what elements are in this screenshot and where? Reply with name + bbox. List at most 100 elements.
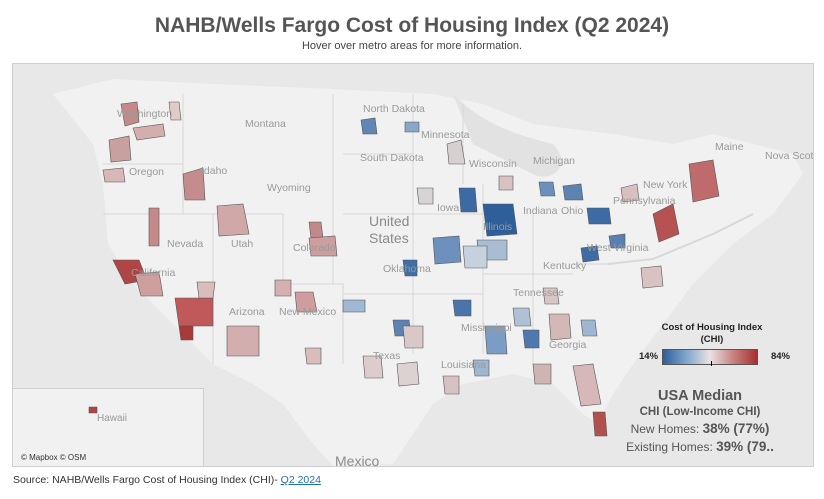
metro-omaha[interactable]: [432, 235, 462, 265]
metro-areas[interactable]: [102, 101, 720, 437]
metro-minneapolis[interactable]: [446, 139, 466, 165]
metro-baton-rouge[interactable]: [472, 359, 490, 377]
metro-san-diego[interactable]: [178, 325, 194, 341]
legend-scale: 14% 84%: [636, 349, 790, 366]
hawaii-label: Hawaii: [97, 413, 128, 424]
metro-seattle[interactable]: [120, 101, 140, 127]
metro-augusta[interactable]: [580, 319, 598, 337]
metro-atlanta[interactable]: [548, 313, 572, 341]
state-label-indiana: Indiana: [523, 205, 558, 217]
state-label-colorado: Colorado: [293, 242, 336, 254]
state-label-louisiana: Louisiana: [441, 359, 486, 371]
metro-boulder[interactable]: [308, 221, 324, 239]
metro-cleveland[interactable]: [562, 183, 584, 201]
metro-yakima[interactable]: [132, 123, 166, 141]
metro-raleigh[interactable]: [640, 265, 664, 289]
metro-austin[interactable]: [396, 361, 420, 387]
metro-sioux-falls[interactable]: [416, 187, 434, 205]
median-title: USA Median: [657, 388, 743, 404]
metro-flagstaff[interactable]: [274, 279, 292, 297]
metro-miami[interactable]: [592, 411, 608, 437]
state-label-oregon: Oregon: [129, 166, 164, 178]
metro-tulsa[interactable]: [452, 299, 472, 317]
median-new-value: 38% (77%): [702, 421, 770, 436]
metro-montgomery[interactable]: [522, 329, 540, 349]
country-label-mexico: Mexico: [335, 453, 380, 466]
state-label-wyoming: Wyoming: [267, 182, 311, 194]
metro-el-paso[interactable]: [304, 347, 322, 365]
state-label-west-virginia: West Virginia: [587, 242, 649, 254]
metro-spokane[interactable]: [168, 101, 182, 121]
state-label-oklahoma: Oklahoma: [383, 263, 431, 275]
metro-eugene[interactable]: [102, 167, 126, 183]
source-link[interactable]: Q2 2024: [280, 474, 321, 486]
metro-boston[interactable]: [688, 159, 720, 203]
page-subtitle: Hover over metro areas for more informat…: [301, 40, 523, 52]
metro-jackson[interactable]: [484, 325, 508, 355]
state-label-georgia: Georgia: [549, 339, 587, 351]
state-label-tennessee: Tennessee: [513, 287, 564, 299]
state-label-minnesota: Minnesota: [421, 129, 470, 141]
state-label-washington: Washington: [117, 108, 172, 120]
median-existing-homes: Existing Homes: 39% (79..: [612, 439, 788, 454]
metro-new-york[interactable]: [652, 203, 680, 243]
metro-honolulu[interactable]: [88, 406, 98, 414]
metro-tallahassee[interactable]: [532, 363, 552, 385]
map-view[interactable]: Washington Montana North Dakota Minnesot…: [12, 63, 814, 467]
metro-boise[interactable]: [182, 167, 206, 201]
metro-springfield[interactable]: [462, 245, 488, 269]
legend-color-bar: [662, 349, 758, 366]
source-text: Source: NAHB/Wells Fargo Cost of Housing…: [13, 474, 281, 486]
metro-orlando[interactable]: [572, 363, 602, 407]
metro-syracuse[interactable]: [620, 183, 640, 203]
metro-amarillo[interactable]: [342, 299, 366, 313]
metro-des-moines[interactable]: [458, 187, 478, 213]
metro-denver[interactable]: [308, 235, 338, 257]
metro-portland[interactable]: [108, 135, 132, 163]
country-label-united: United: [369, 213, 409, 229]
metro-los-angeles[interactable]: [174, 297, 214, 327]
state-label-nevada: Nevada: [167, 238, 203, 250]
state-label-michigan: Michigan: [533, 155, 575, 167]
legend-max-label: 84%: [770, 351, 790, 362]
metro-san-antonio[interactable]: [362, 355, 384, 379]
metro-salt-lake[interactable]: [216, 203, 250, 237]
hawaii-inset[interactable]: Hawaii © Mapbox © OSM: [13, 388, 204, 466]
metro-cedar-rapids[interactable]: [482, 203, 518, 237]
metro-fargo[interactable]: [404, 121, 420, 133]
state-label-ohio: Ohio: [561, 205, 583, 217]
legend-median-tick: [711, 361, 712, 366]
median-existing-label: Existing Homes:: [626, 440, 713, 454]
metro-fresno[interactable]: [134, 271, 164, 297]
metro-pittsburgh[interactable]: [586, 207, 612, 225]
state-label-california: California: [131, 267, 176, 279]
legend-title-line2: (CHI): [700, 334, 724, 345]
median-new-label: New Homes:: [630, 422, 700, 436]
state-label-maine: Maine: [715, 141, 744, 153]
map-attribution[interactable]: © Mapbox © OSM: [21, 453, 87, 462]
state-label-texas: Texas: [373, 350, 400, 362]
source-note: Source: NAHB/Wells Fargo Cost of Housing…: [13, 474, 321, 486]
state-label-new-mexico: New Mexico: [279, 306, 336, 318]
metro-birmingham[interactable]: [512, 307, 532, 327]
region-label-nova-scotia: Nova Scot: [765, 150, 813, 162]
metro-madison[interactable]: [498, 175, 514, 191]
metro-wichita[interactable]: [402, 259, 418, 277]
metro-toledo[interactable]: [538, 181, 556, 197]
median-existing-value: 39% (79..: [716, 439, 774, 454]
metro-dallas[interactable]: [402, 325, 424, 349]
metro-reno[interactable]: [148, 207, 160, 247]
state-label-iowa: Iowa: [437, 202, 459, 214]
metro-houston[interactable]: [442, 375, 460, 395]
state-label-montana: Montana: [245, 118, 286, 130]
metro-roanoke[interactable]: [608, 233, 626, 249]
metro-las-vegas[interactable]: [196, 281, 216, 299]
metro-tucson[interactable]: [226, 325, 260, 357]
state-label-arizona: Arizona: [229, 306, 265, 318]
state-label-new-york: New York: [643, 179, 688, 191]
metro-bismarck[interactable]: [360, 117, 378, 135]
metro-charleston-wv[interactable]: [580, 245, 600, 263]
usa-median-panel: USA Median CHI (Low-Income CHI) New Home…: [612, 388, 788, 454]
metro-santa-fe[interactable]: [294, 291, 318, 313]
metro-nashville[interactable]: [542, 287, 560, 305]
